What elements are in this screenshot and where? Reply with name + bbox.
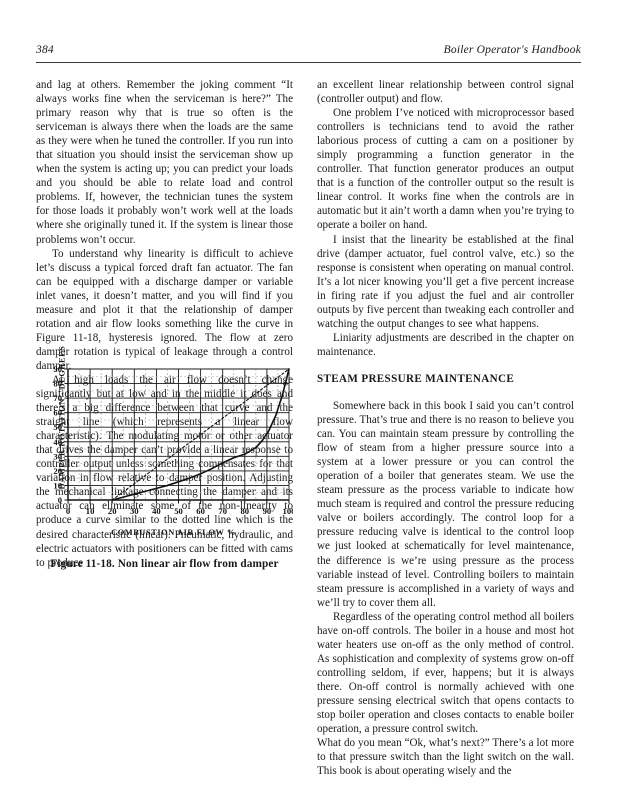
y-tick-label: 70 (53, 393, 62, 403)
y-tick-label: 20 (53, 466, 62, 476)
y-tick-label: 60 (53, 407, 62, 417)
x-tick-label: 10 (86, 506, 95, 516)
y-tick-label: 50 (53, 422, 62, 432)
figure-caption: Figure 11-18. Non linear air flow from d… (50, 557, 279, 570)
x-tick-label: 30 (130, 506, 139, 516)
figure-11-18: DAMPER ROTATION - DEGREES 0 10 20 30 40 50 60 7… (36, 345, 293, 570)
y-tick-label: 80 (53, 378, 62, 388)
paragraph: Regardless of the operating control meth… (317, 610, 574, 736)
body-columns: and lag at others. Remember the joking c… (36, 78, 581, 780)
chart-x-axis-label: COMBUSTION AIR FLOW % (111, 527, 236, 537)
paragraph: an excellent linear relationship between… (317, 79, 574, 106)
chart-series-1 (111, 368, 290, 501)
x-tick-label: 40 (152, 506, 161, 516)
x-tick-label: 60 (196, 506, 205, 516)
x-tick-label: 100 (283, 506, 293, 516)
y-tick-label: 0 (58, 495, 62, 505)
chart-plot: 0 10 20 30 40 50 60 70 80 90 100 0 10 20 30 40 50 60 70 80 9… (53, 364, 293, 516)
chart: DAMPER ROTATION - DEGREES 0 10 20 30 40 50 60 7… (36, 345, 293, 546)
running-head: 384 Boiler Operator's Handbook (36, 44, 581, 62)
x-tick-label: 0 (66, 506, 70, 516)
right-column: an excellent linear relationship between… (317, 78, 574, 778)
y-tick-label: 40 (53, 436, 62, 446)
x-tick-label: 90 (263, 506, 272, 516)
x-tick-label: 20 (108, 506, 117, 516)
y-tick-label: 30 (53, 451, 62, 461)
paragraph: One problem I’ve noticed with microproce… (317, 107, 574, 232)
paragraph: To understand why linearity is difficult… (36, 247, 293, 372)
book-title: Boiler Operator's Handbook (443, 44, 581, 56)
x-tick-label: 70 (218, 506, 227, 516)
paragraph: and lag at others. Remember the joking c… (36, 79, 293, 246)
y-tick-label: 10 (53, 480, 62, 490)
section-heading: STEAM PRESSURE MAINTENANCE (317, 372, 515, 385)
paragraph: I insist that the linearity be establish… (317, 233, 574, 330)
paragraph: Liniarity adjustments are described in t… (317, 331, 574, 358)
header-rule (36, 62, 581, 63)
paragraph: Somewhere back in this book I said you c… (317, 399, 574, 609)
paragraph: What do you mean “Ok, what’s next?” Ther… (317, 737, 574, 778)
x-tick-label: 50 (174, 506, 183, 516)
left-column: and lag at others. Remember the joking c… (36, 78, 293, 570)
chart-series-0 (111, 367, 290, 501)
x-tick-label: 80 (241, 506, 250, 516)
y-tick-label: 90 (53, 364, 62, 374)
page-number: 384 (36, 44, 54, 56)
